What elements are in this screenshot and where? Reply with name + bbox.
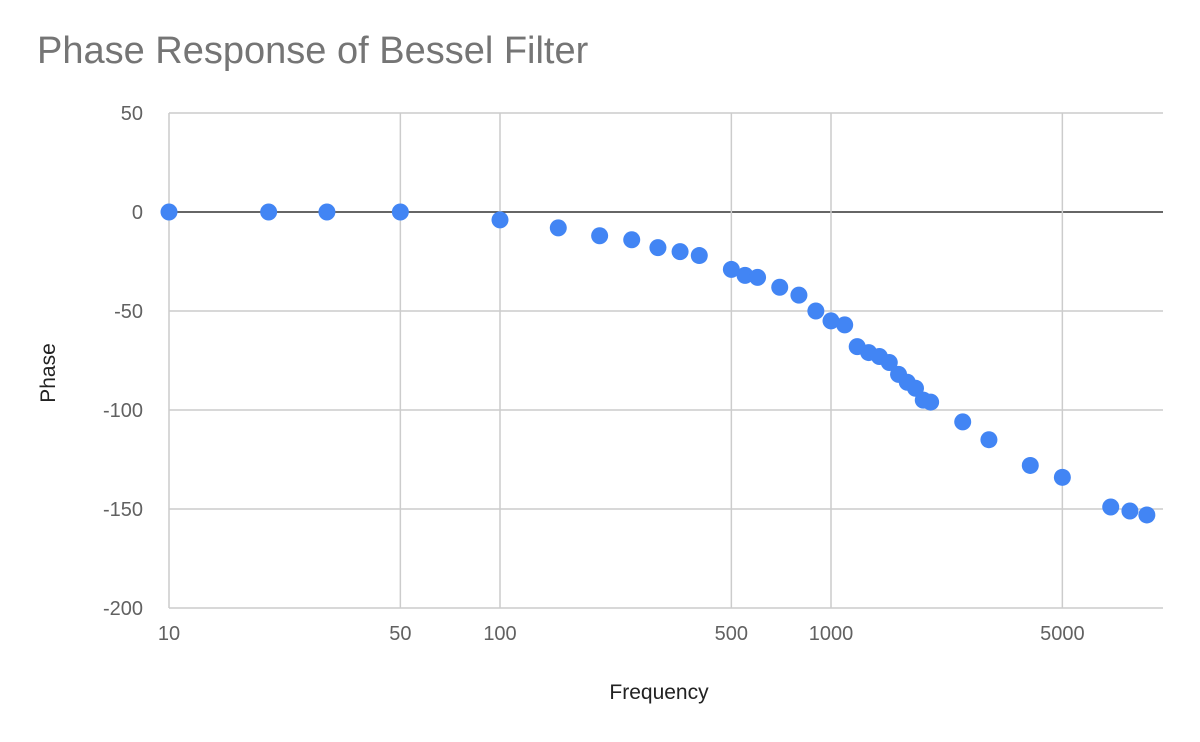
y-tick-label: -150 bbox=[103, 499, 143, 521]
data-point bbox=[836, 316, 854, 334]
x-tick-label: 100 bbox=[483, 623, 516, 645]
data-point bbox=[749, 268, 767, 286]
data-point bbox=[591, 227, 609, 245]
data-point bbox=[771, 278, 789, 296]
data-point bbox=[980, 431, 998, 449]
y-tick-label: -100 bbox=[103, 400, 143, 422]
data-point bbox=[1138, 506, 1156, 524]
chart-title: Phase Response of Bessel Filter bbox=[37, 30, 589, 72]
data-point bbox=[954, 413, 972, 431]
data-point bbox=[260, 203, 278, 221]
y-tick-label: -50 bbox=[114, 301, 143, 323]
x-tick-label: 1000 bbox=[809, 623, 854, 645]
x-tick-labels: 10 50 100 500 1000 5000 bbox=[158, 623, 1085, 645]
y-tick-labels: 50 0 -50 -100 -150 -200 bbox=[103, 103, 143, 620]
data-point bbox=[690, 247, 708, 265]
data-point bbox=[822, 312, 840, 330]
data-point bbox=[922, 393, 940, 411]
x-tick-label: 500 bbox=[715, 623, 748, 645]
data-point bbox=[623, 231, 641, 249]
x-tick-label: 50 bbox=[389, 623, 411, 645]
y-tick-label: 0 bbox=[132, 202, 143, 224]
data-point bbox=[671, 243, 689, 261]
y-tick-label: -200 bbox=[103, 598, 143, 620]
data-point bbox=[318, 203, 336, 221]
data-point bbox=[160, 203, 178, 221]
data-point bbox=[1121, 502, 1139, 520]
x-tick-label: 10 bbox=[158, 623, 180, 645]
y-axis-label: Phase bbox=[37, 343, 60, 403]
data-point bbox=[880, 353, 898, 371]
data-point bbox=[549, 219, 567, 237]
data-point bbox=[1021, 456, 1039, 474]
data-point bbox=[649, 239, 667, 257]
data-point bbox=[807, 302, 825, 320]
data-points bbox=[160, 203, 1156, 524]
data-point bbox=[722, 260, 740, 278]
data-point bbox=[1053, 468, 1071, 486]
data-point bbox=[790, 286, 808, 304]
data-point bbox=[491, 211, 509, 229]
grid-lines bbox=[168, 112, 1163, 609]
data-point bbox=[1102, 498, 1120, 516]
x-tick-label: 5000 bbox=[1040, 623, 1085, 645]
data-point bbox=[391, 203, 409, 221]
x-axis-label: Frequency bbox=[609, 681, 709, 704]
data-point bbox=[736, 266, 754, 284]
y-tick-label: 50 bbox=[121, 103, 143, 125]
